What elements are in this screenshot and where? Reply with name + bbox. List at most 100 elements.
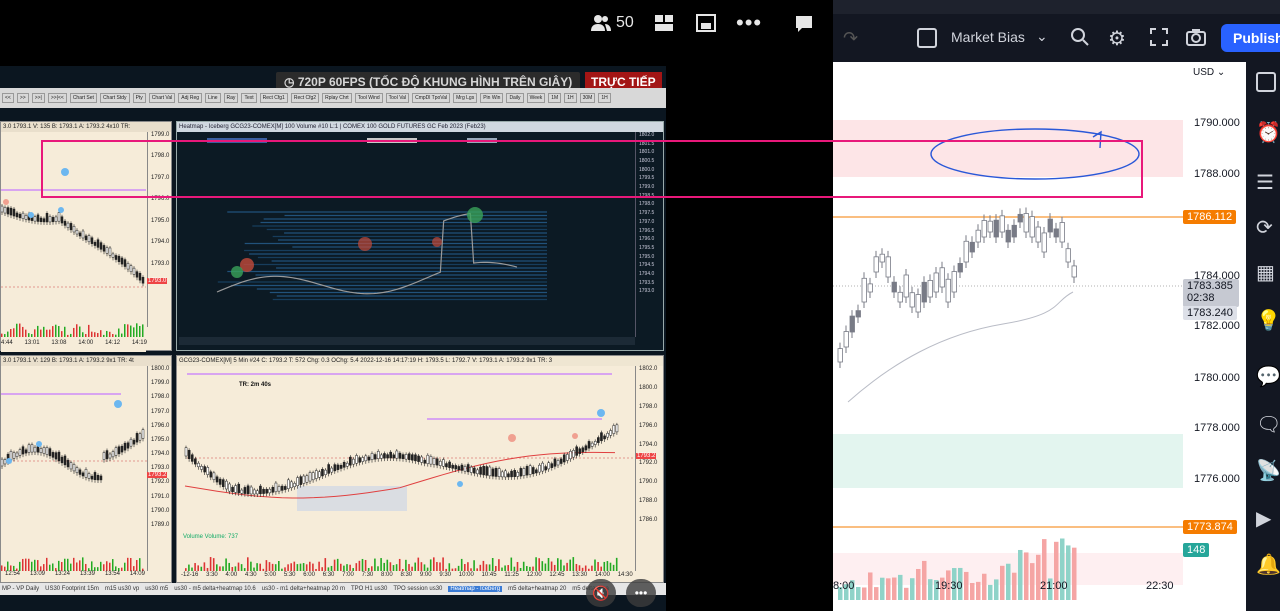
- volume-bar: [22, 558, 24, 571]
- broadcast-icon[interactable]: 📡: [1256, 460, 1280, 482]
- candle: [42, 218, 46, 223]
- toolbar-button[interactable]: Tool Wind: [354, 93, 383, 103]
- workspace-tab[interactable]: m5 delta+heatmap 20: [508, 586, 567, 592]
- current-price-tag: 1783.385 02:38: [1183, 279, 1239, 307]
- toolbar-button[interactable]: Chart Set: [69, 93, 97, 103]
- fullscreen-icon[interactable]: [1149, 27, 1169, 52]
- price-tick: 1800.0: [151, 366, 170, 372]
- volume-bar: [516, 561, 519, 571]
- toolbar-button[interactable]: Text: [241, 93, 257, 103]
- volume-bar: [91, 331, 93, 337]
- tv-volume-bar: [1060, 538, 1065, 600]
- toolbar-button[interactable]: 30M: [579, 93, 596, 103]
- workspace-tab[interactable]: TPO session us30: [393, 586, 443, 592]
- lightbulb-icon[interactable]: 💡: [1256, 310, 1280, 332]
- bell-icon[interactable]: 🔔: [1256, 554, 1280, 576]
- time-tick: 9:00: [419, 572, 432, 578]
- play-icon[interactable]: ▶: [1256, 508, 1272, 530]
- tv-volume-bar: [892, 577, 897, 600]
- volume-bar: [37, 325, 39, 337]
- toolbar-button[interactable]: 1H: [598, 93, 611, 103]
- viewers-icon: [591, 15, 611, 31]
- price-tick: 1793.5: [639, 279, 655, 286]
- candle: [21, 212, 25, 219]
- workspace-tab[interactable]: us30 - m5 delta+heatmap 10.6: [174, 586, 256, 592]
- candle: [78, 469, 82, 475]
- volume-bar: [121, 333, 123, 337]
- refresh-icon[interactable]: ⟳: [1256, 217, 1273, 239]
- workspace-tab[interactable]: us30 - m1 delta+heatmap 20 m: [261, 586, 345, 592]
- chat-bubbles-icon[interactable]: 💬: [1256, 366, 1280, 388]
- picture-in-picture-icon[interactable]: [696, 14, 716, 38]
- tv-volume-bar: [1018, 549, 1023, 600]
- chart-panel-bottom-main[interactable]: GCG23-COMEX[M] 5 Min #24 C: 1793.2 T: 57…: [176, 355, 664, 583]
- toolbar-button[interactable]: Chart Val: [148, 93, 176, 103]
- workspace-tab[interactable]: MP - VP Daily: [2, 586, 40, 592]
- publish-button[interactable]: Publish: [1221, 24, 1280, 52]
- toolbar-button[interactable]: Daily: [506, 93, 524, 103]
- volume-bar: [115, 566, 117, 571]
- toolbar-button[interactable]: Pty: [132, 93, 146, 103]
- toolbar-button[interactable]: Rect Cfg1: [259, 93, 288, 103]
- mute-icon[interactable]: 🔇: [586, 579, 616, 607]
- volume-bar: [433, 557, 435, 571]
- toolbar-button[interactable]: Mrg Lgs: [453, 93, 478, 103]
- price-tick: 1800.0: [639, 166, 655, 173]
- video-more-icon[interactable]: •••: [626, 579, 656, 607]
- alarm-icon[interactable]: ⏰: [1256, 122, 1280, 144]
- message-icon[interactable]: 🗨: [1256, 414, 1280, 436]
- volume-bar: [100, 561, 102, 571]
- toolbar-button[interactable]: Pin Win: [480, 93, 504, 103]
- more-options-icon[interactable]: •••: [736, 10, 763, 35]
- calendar-icon[interactable]: ▦: [1256, 262, 1275, 284]
- candle: [249, 486, 253, 495]
- workspace-tab[interactable]: m15 us30 vp: [104, 586, 140, 592]
- search-icon[interactable]: [1070, 27, 1090, 52]
- volume-bar: [31, 561, 33, 571]
- toolbar-button[interactable]: Week: [526, 93, 546, 103]
- toolbar-button[interactable]: Ray: [223, 93, 239, 103]
- indicator-name[interactable]: Market Bias: [951, 29, 1025, 45]
- workspace-tab[interactable]: US30 Footprint 15m: [45, 586, 99, 592]
- volume-bar: [64, 558, 66, 571]
- toolbar-button[interactable]: Rplay Chrt: [322, 93, 352, 103]
- candle: [519, 468, 523, 477]
- chevron-down-icon[interactable]: ⌄: [1036, 28, 1048, 44]
- candle: [457, 466, 461, 471]
- chart-panel-bottom-left[interactable]: 3.0 1793.1 V: 129 B: 1793.1 A: 1793.2 9x…: [0, 355, 172, 583]
- workspace-tab[interactable]: us30 m5: [145, 586, 169, 592]
- toolbar-button[interactable]: Tool Val: [385, 93, 410, 103]
- candle: [494, 467, 498, 477]
- toolbar-button[interactable]: CmpDl TpoVal: [412, 93, 451, 103]
- tv-candle: [1053, 228, 1059, 238]
- candle: [398, 452, 402, 459]
- tv-candle: [891, 281, 897, 293]
- workspace-tab[interactable]: TPO H1 us30: [350, 586, 388, 592]
- chat-icon[interactable]: [794, 14, 814, 40]
- tv-volume-bar: [994, 579, 999, 600]
- list-plus-icon[interactable]: ☰: [1256, 172, 1274, 194]
- volume-bar: [398, 558, 401, 571]
- price-tick: 1798.0: [151, 153, 170, 160]
- redo-icon[interactable]: ↷: [843, 28, 859, 48]
- gear-icon[interactable]: ⚙: [1108, 28, 1126, 50]
- toolbar-button[interactable]: Adj Reg: [178, 93, 203, 103]
- tv-candle: [1065, 248, 1071, 263]
- indicator-checkbox[interactable]: [917, 28, 937, 48]
- camera-icon[interactable]: [1185, 27, 1207, 52]
- volume-bar: [28, 558, 30, 571]
- toolbar-button[interactable]: Rect Cfg2: [290, 93, 320, 103]
- workspace-tab[interactable]: Heatmap - Iceberg: [448, 586, 503, 592]
- volume-bar: [371, 566, 373, 571]
- heatmap-panel[interactable]: Heatmap - Iceberg GCG23-COMEX[M] 100 Vol…: [176, 121, 664, 351]
- toolbar-button[interactable]: Chart Stdy: [99, 93, 130, 103]
- toolbar-button[interactable]: Line: [205, 93, 221, 103]
- toolbar-button[interactable]: 1M: [548, 93, 562, 103]
- watchlist-icon[interactable]: [1256, 72, 1276, 92]
- toolbar-button[interactable]: 1H: [564, 93, 577, 103]
- candle: [469, 466, 473, 473]
- currency-label[interactable]: USD ⌄: [1193, 67, 1226, 78]
- chart-panel-top-left[interactable]: 3.0 1793.1 V: 135 B: 1793.1 A: 1793.2 4x…: [0, 121, 172, 352]
- layout-icon[interactable]: [654, 14, 674, 38]
